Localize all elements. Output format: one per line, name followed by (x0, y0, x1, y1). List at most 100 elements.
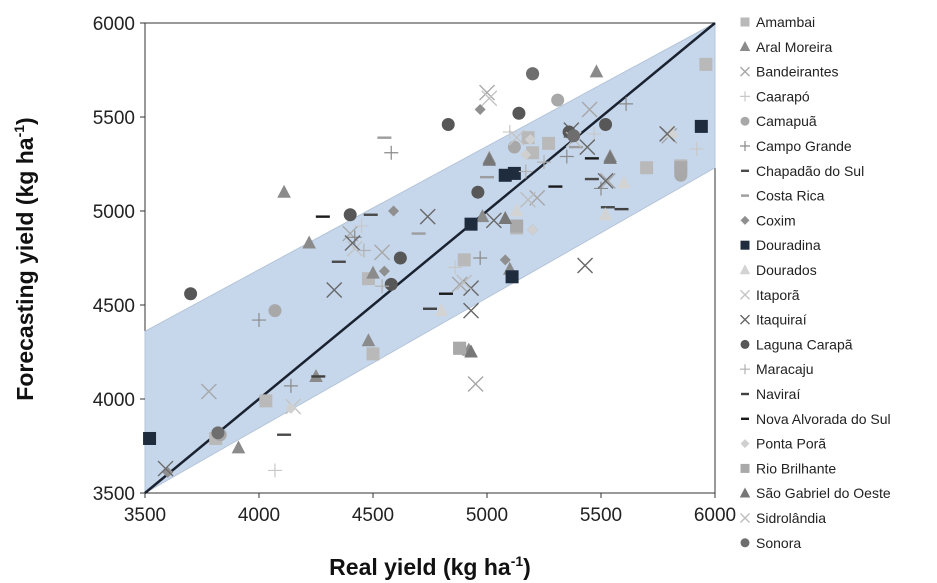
legend-entry: Coxim (740, 212, 796, 228)
data-point (200, 383, 217, 400)
data-point (456, 274, 473, 291)
data-point (384, 145, 399, 160)
data-point (419, 208, 436, 225)
legend-marker (740, 463, 750, 473)
legend-label: Dourados (756, 262, 817, 278)
data-point (285, 402, 297, 414)
legend-entry: Campo Grande (740, 138, 852, 154)
x-tick-label: 4500 (352, 505, 394, 526)
data-point (157, 460, 174, 477)
data-point (474, 103, 486, 115)
data-point (510, 219, 524, 233)
data-point (584, 177, 599, 181)
data-point (689, 141, 704, 156)
data-point (441, 118, 455, 132)
data-point (384, 277, 398, 291)
data-point (616, 175, 631, 189)
data-point (143, 431, 157, 445)
data-point (311, 375, 326, 378)
legend-label: Maracaju (756, 361, 814, 377)
legend-marker (740, 364, 750, 375)
legend-label: Naviraí (756, 386, 800, 402)
data-point (464, 217, 478, 231)
legend-marker (740, 17, 750, 27)
data-point (699, 57, 713, 71)
data-point (344, 234, 361, 251)
data-point (485, 212, 502, 229)
axis-ticks: 3500 4000 4500 5000 5500 6000 3500 4000 4500 5000… (93, 14, 736, 526)
legend-entry: Nova Alvorada do Sul (741, 411, 891, 427)
legend-label: Nova Alvorada do Sul (756, 411, 891, 427)
data-point (537, 155, 551, 170)
legend-label: Caarapó (756, 88, 810, 104)
data-point (451, 276, 468, 293)
y-tick-label: 5000 (93, 202, 135, 223)
legend-label: Coxim (756, 212, 796, 228)
data-point (548, 185, 563, 188)
legend-marker (741, 194, 749, 197)
legend-entry: Itaporã (740, 287, 800, 303)
legend-label: Laguna Carapã (756, 336, 853, 352)
data-point (508, 129, 525, 146)
data-point (598, 207, 613, 221)
data-point (363, 213, 378, 216)
data-point (463, 302, 480, 319)
legend-marker (739, 41, 751, 52)
data-point (526, 67, 540, 81)
legend: Amambai Aral Moreira Bandeirantes Caarapó Ca… (739, 14, 891, 551)
data-point (509, 203, 524, 217)
legend-marker (740, 66, 750, 77)
data-point (473, 251, 488, 265)
data-point (423, 307, 437, 310)
series-caarapó (267, 125, 704, 478)
legend-marker (740, 289, 750, 300)
data-point (567, 129, 581, 143)
data-point (568, 145, 583, 149)
series-douradina (143, 119, 708, 445)
y-tick-label: 6000 (93, 14, 135, 35)
data-point (361, 333, 376, 347)
data-point (529, 189, 546, 206)
x-tick-label: 6000 (694, 505, 736, 526)
data-point (479, 84, 495, 101)
legend-label: São Gabriel do Oeste (756, 485, 891, 501)
data-point (268, 304, 282, 318)
data-point (520, 149, 532, 161)
legend-marker (741, 417, 749, 420)
data-point (587, 126, 602, 141)
legend-label: Ponta Porã (756, 436, 826, 452)
data-point (640, 161, 654, 175)
legend-label: Campo Grande (756, 138, 852, 154)
legend-marker (740, 339, 750, 349)
y-tick-label: 4500 (93, 296, 135, 317)
series-sonora (211, 67, 581, 440)
legend-entry: Amambai (740, 14, 815, 30)
data-point (480, 175, 494, 179)
legend-entry: São Gabriel do Oeste (739, 485, 891, 501)
data-point (619, 96, 634, 111)
legend-entry: Aral Moreira (739, 39, 832, 55)
data-point (457, 253, 471, 267)
data-point (464, 344, 478, 358)
x-tick-label: 5500 (580, 505, 622, 526)
legend-label: Itaporã (756, 287, 800, 303)
legend-marker (740, 538, 750, 548)
series-são-gabriel-do-oeste (464, 150, 617, 358)
data-point (267, 463, 282, 478)
series-costa-rica (377, 136, 583, 235)
legend-label: Douradina (756, 237, 821, 253)
data-point (502, 125, 517, 140)
data-point (388, 205, 400, 217)
series-itaquiraí (157, 122, 676, 477)
series-bandeirantes (200, 84, 678, 400)
data-point (331, 260, 346, 263)
data-point (507, 166, 521, 180)
data-point (674, 161, 688, 175)
series-naviraí (311, 207, 629, 378)
data-point (434, 303, 449, 317)
legend-entry: Ponta Porã (740, 436, 826, 452)
legend-label: Rio Brilhante (756, 460, 836, 476)
legend-marker (740, 116, 750, 126)
data-point (524, 134, 536, 146)
